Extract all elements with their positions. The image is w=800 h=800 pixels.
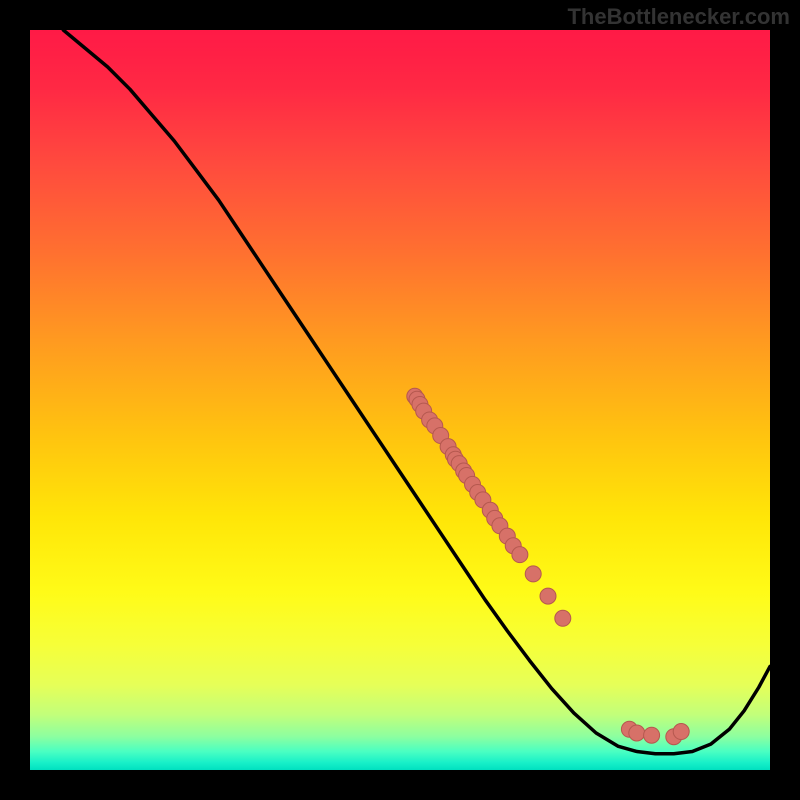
watermark-label: TheBottlenecker.com <box>567 4 790 30</box>
scatter-point <box>512 547 528 563</box>
chart-svg <box>0 0 800 800</box>
scatter-point <box>555 610 571 626</box>
scatter-point <box>540 588 556 604</box>
scatter-point <box>673 724 689 740</box>
gradient-background <box>30 30 770 770</box>
chart-container: TheBottlenecker.com <box>0 0 800 800</box>
scatter-point <box>525 566 541 582</box>
scatter-point <box>644 727 660 743</box>
scatter-point <box>629 725 645 741</box>
